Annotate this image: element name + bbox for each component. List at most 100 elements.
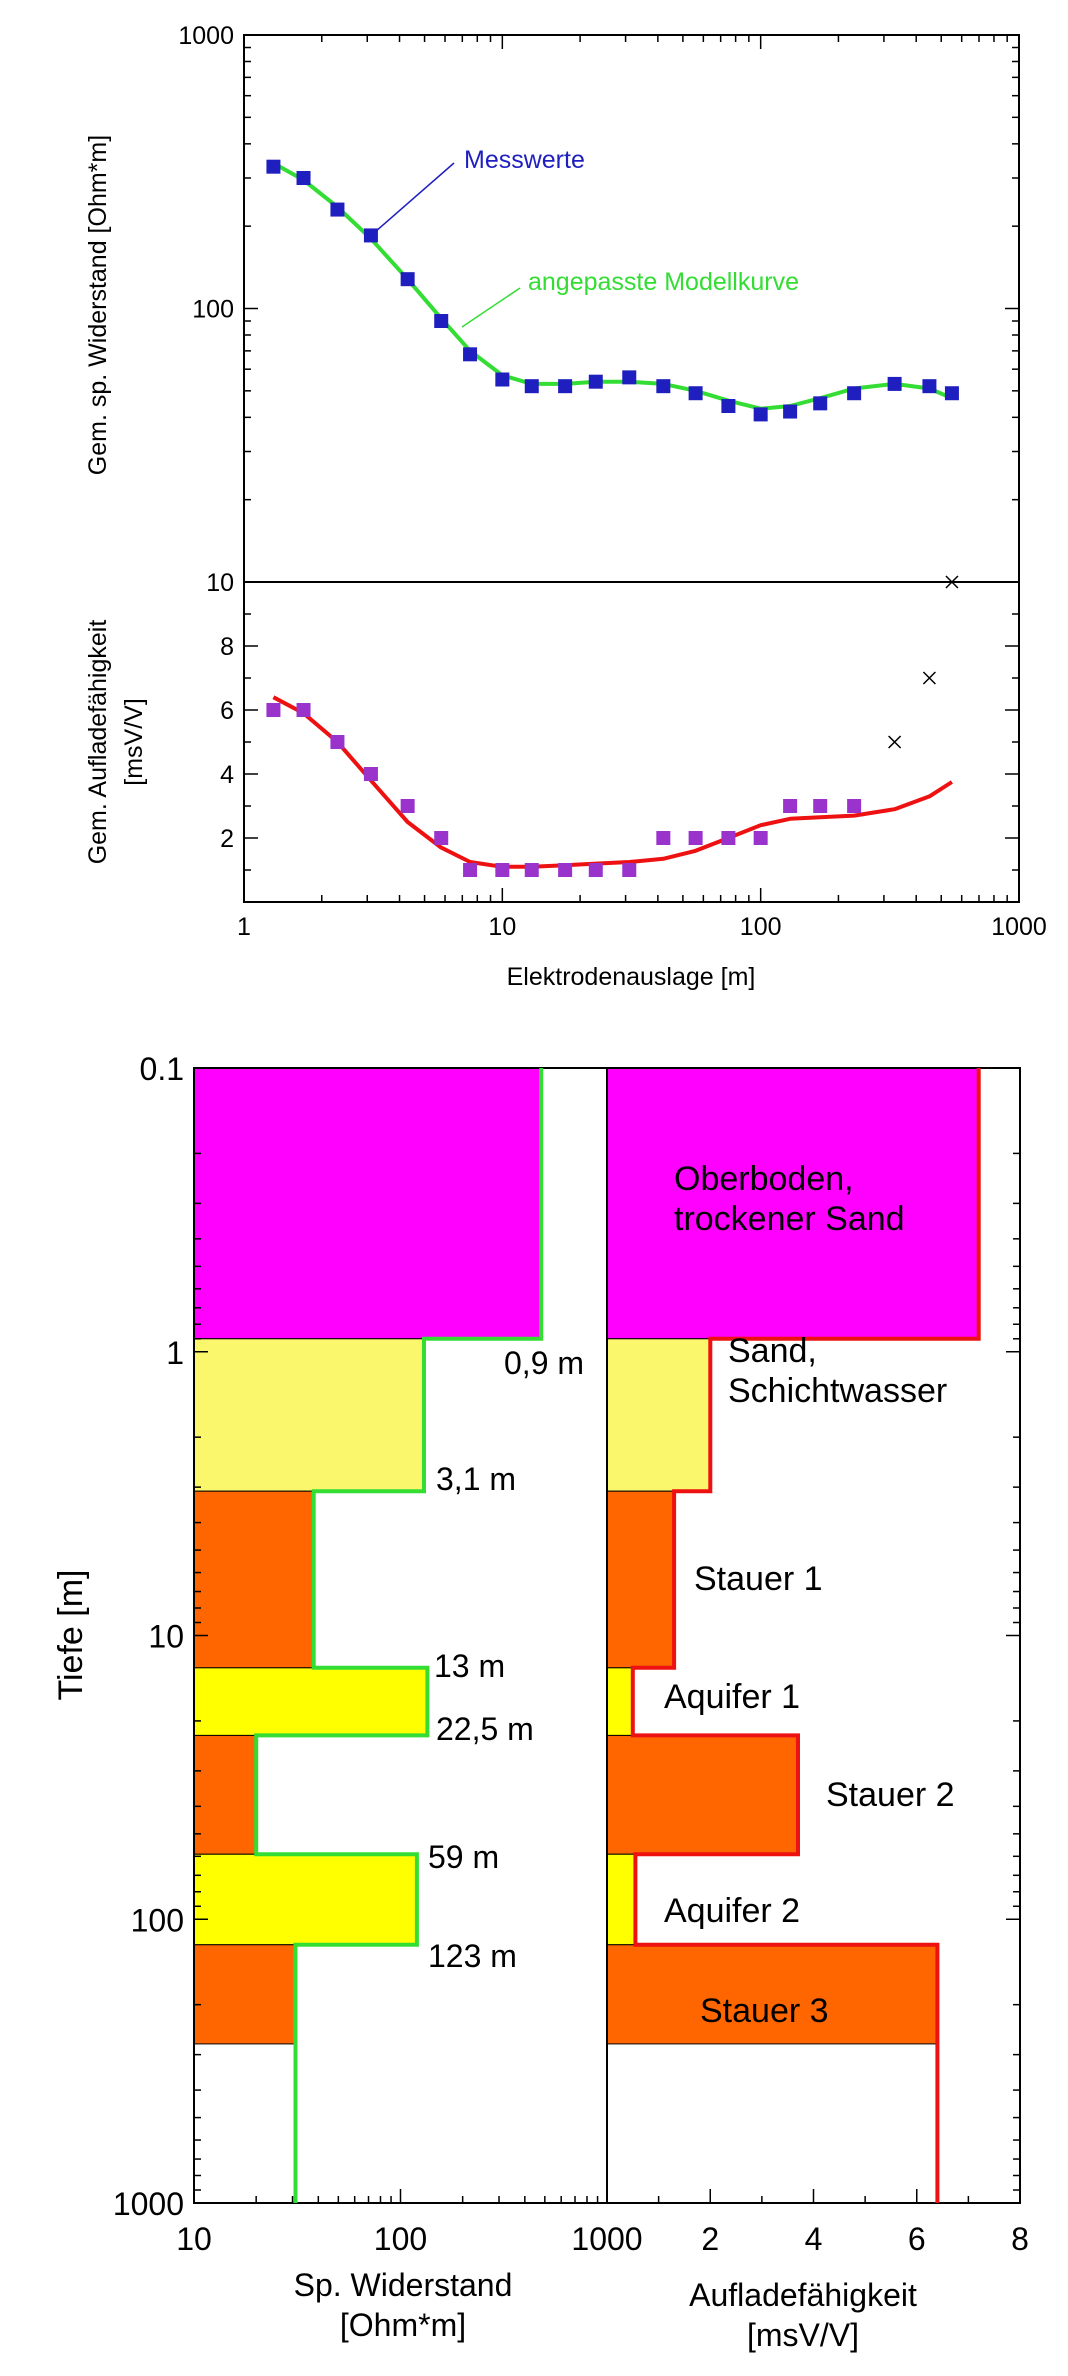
layer-fill [193, 1944, 296, 2045]
measured-point [363, 228, 378, 243]
measured-point [588, 863, 603, 877]
measured-point [330, 202, 345, 217]
layer-fill [193, 1734, 257, 1855]
resistivity-model-x-tick-labels: 10 100 1000 [176, 2221, 642, 2257]
measured-point [922, 379, 937, 394]
electrode-spacing-tick-label: 1000 [991, 913, 1047, 941]
measured-point [330, 735, 345, 749]
depth-tick-label: 1000 [113, 2186, 184, 2222]
measured-point [266, 703, 281, 717]
measured-point [753, 831, 768, 845]
outlier-cross [922, 671, 936, 685]
measured-point [622, 370, 637, 385]
measured-point [847, 799, 862, 813]
layer-fill [193, 1490, 315, 1669]
modellkurve-annotation: angepasste Modellkurve [528, 268, 799, 296]
resistivity-model-tick-label: 10 [176, 2221, 212, 2257]
depth-boundary-label: 22,5 m [436, 1711, 534, 1747]
chargeability-model-frame [606, 1067, 1021, 2204]
measured-point [813, 396, 828, 411]
layer-fill [606, 1667, 634, 1736]
measured-point [721, 831, 736, 845]
layer-name-labels: Oberboden,trockener Sand Sand,Schichtwass… [664, 1160, 955, 2030]
layer-fill [606, 1944, 938, 2045]
depth-boundary-labels: 0,9 m 3,1 m 13 m 22,5 m 59 m 123 m [428, 1345, 584, 1974]
layer-fill [193, 1667, 428, 1736]
measured-point [944, 386, 959, 401]
electrode-spacing-tick-label: 10 [488, 913, 516, 941]
layer-name-label: Stauer 3 [700, 1992, 829, 2030]
chargeability-y-tick-label: 4 [220, 761, 234, 789]
fitted-model-curve [272, 161, 953, 411]
chargeability-y-tick-label: 8 [220, 633, 234, 661]
measured-point [266, 159, 281, 174]
layer-name-label: Schichtwasser [728, 1372, 947, 1410]
depth-boundary-label: 59 m [428, 1839, 499, 1875]
measured-point [721, 399, 736, 414]
layer-name-label: Stauer 2 [826, 1776, 955, 1814]
depth-tick-label: 10 [148, 1619, 184, 1655]
chargeability-model-x-axis-label-line2: [msV/V] [747, 2317, 859, 2353]
resistivity-model-x-axis-label-line2: [Ohm*m] [340, 2307, 466, 2343]
measured-point [463, 347, 478, 362]
chargeability-model-tick-label: 6 [908, 2221, 926, 2257]
depth-boundary-label: 123 m [428, 1938, 517, 1974]
layer-fill [606, 1067, 980, 1340]
resistivity-y-tick-label: 100 [192, 296, 234, 324]
measured-point [524, 379, 539, 394]
chargeability-y-tick-label: 6 [220, 697, 234, 725]
resistivity-sounding-panel: 10 100 1000 Gem. sp. Widerstand [Ohm*m] Me… [84, 22, 1020, 597]
layer-fill [606, 1734, 799, 1855]
layer-name-label: Stauer 1 [694, 1560, 823, 1598]
resistivity-model-step-curve [254, 1068, 544, 2203]
measured-point [434, 314, 449, 329]
measured-point [688, 831, 703, 845]
layer-name-label: trockener Sand [674, 1200, 905, 1238]
chargeability-sounding-panel: 2 4 6 8 1 10 100 1000 Gem. Aufladefähigkeit [m… [84, 575, 1047, 991]
layer-fill [606, 1338, 711, 1492]
chargeability-model-x-axis-label-line1: Aufladefähigkeit [689, 2277, 917, 2313]
depth-boundary-label: 3,1 m [436, 1461, 516, 1497]
measured-point [656, 831, 671, 845]
resistivity-model-tick-label: 1000 [571, 2221, 642, 2257]
resistivity-y-tick-label: 10 [206, 569, 234, 597]
measured-point [495, 372, 510, 387]
chargeability-y-tick-labels: 2 4 6 8 [220, 633, 234, 853]
depth-boundary-label: 0,9 m [504, 1345, 584, 1381]
messwerte-annotation: Messwerte [464, 146, 585, 174]
measured-point [495, 863, 510, 877]
layer-fill [606, 1490, 675, 1669]
depth-tick-label: 1 [166, 1335, 184, 1371]
layer-fill [193, 1067, 542, 1340]
layer-fill [193, 1338, 425, 1492]
layer-name-label: Oberboden, [674, 1160, 854, 1198]
resistivity-model-x-axis-label-line1: Sp. Widerstand [294, 2267, 513, 2303]
resistivity-model-ticks [193, 1067, 599, 2203]
electrode-spacing-axis-label: Elektrodenauslage [m] [507, 963, 756, 991]
measured-point [296, 703, 311, 717]
measured-point [887, 376, 902, 391]
resistivity-series [266, 159, 959, 422]
measured-point [847, 386, 862, 401]
measured-point [400, 272, 415, 287]
measured-point [753, 407, 768, 422]
measured-point [434, 831, 449, 845]
measured-point [558, 863, 573, 877]
messwerte-leader-line [374, 162, 455, 233]
measured-point [622, 863, 637, 877]
measured-point [558, 379, 573, 394]
electrode-spacing-tick-label: 1 [237, 913, 251, 941]
chargeability-y-axis-label-line2: [msV/V] [120, 698, 148, 786]
chargeability-x-tick-labels: 1 10 100 1000 [237, 913, 1047, 941]
chargeability-model-tick-label: 8 [1011, 2221, 1029, 2257]
measured-point [783, 799, 798, 813]
chargeability-y-tick-label: 2 [220, 825, 234, 853]
resistivity-y-axis-label: Gem. sp. Widerstand [Ohm*m] [84, 135, 112, 475]
measured-point [688, 386, 703, 401]
measured-point [363, 767, 378, 781]
depth-tick-label: 100 [131, 1902, 184, 1938]
outlier-cross [945, 575, 959, 589]
depth-tick-label: 0.1 [140, 1051, 184, 1087]
measured-point [813, 799, 828, 813]
